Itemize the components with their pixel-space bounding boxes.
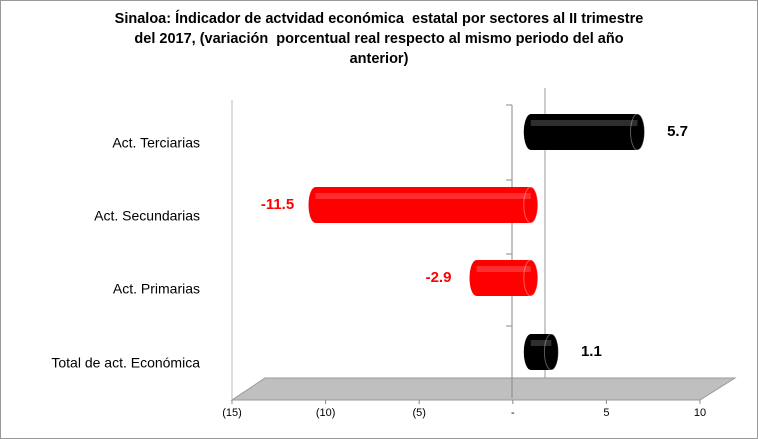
bar-cap xyxy=(523,334,538,370)
bar-cap xyxy=(630,113,646,151)
chart-title: anterior) xyxy=(350,51,409,67)
value-label: -11.5 xyxy=(261,196,294,213)
y-tick-label: Act. Primarias xyxy=(113,281,200,297)
chart-title: Sinaloa: Índicador de actvidad económica… xyxy=(115,10,644,27)
y-tick-label: Act. Terciarias xyxy=(112,135,200,151)
x-tick-label: 10 xyxy=(694,407,706,419)
bar-highlight xyxy=(476,266,531,272)
x-tick-label: (10) xyxy=(316,407,336,419)
bar xyxy=(476,260,531,296)
x-tick-label: 5 xyxy=(603,407,609,419)
bar-highlight xyxy=(530,340,552,346)
x-tick-label: (15) xyxy=(222,407,242,419)
value-label: 1.1 xyxy=(581,343,602,360)
x-tick-label: (5) xyxy=(412,407,425,419)
bar-cap xyxy=(523,114,538,150)
bar xyxy=(315,187,531,223)
bar-cap xyxy=(523,186,539,224)
bar-highlight xyxy=(315,193,531,199)
bar-highlight xyxy=(530,120,638,126)
y-tick-label: Act. Secundarias xyxy=(94,208,200,224)
bar-cap xyxy=(469,260,484,296)
bar-cap xyxy=(543,333,559,371)
bar xyxy=(530,114,638,150)
y-tick-label: Total de act. Económica xyxy=(51,355,200,371)
value-label: 5.7 xyxy=(667,123,688,140)
bar-cap xyxy=(523,259,539,297)
chart-title: del 2017, (variación porcentual real res… xyxy=(134,31,623,47)
x-tick-label: - xyxy=(511,407,515,419)
floor xyxy=(230,377,737,401)
bar-cap xyxy=(308,187,323,223)
value-label: -2.9 xyxy=(426,269,452,286)
